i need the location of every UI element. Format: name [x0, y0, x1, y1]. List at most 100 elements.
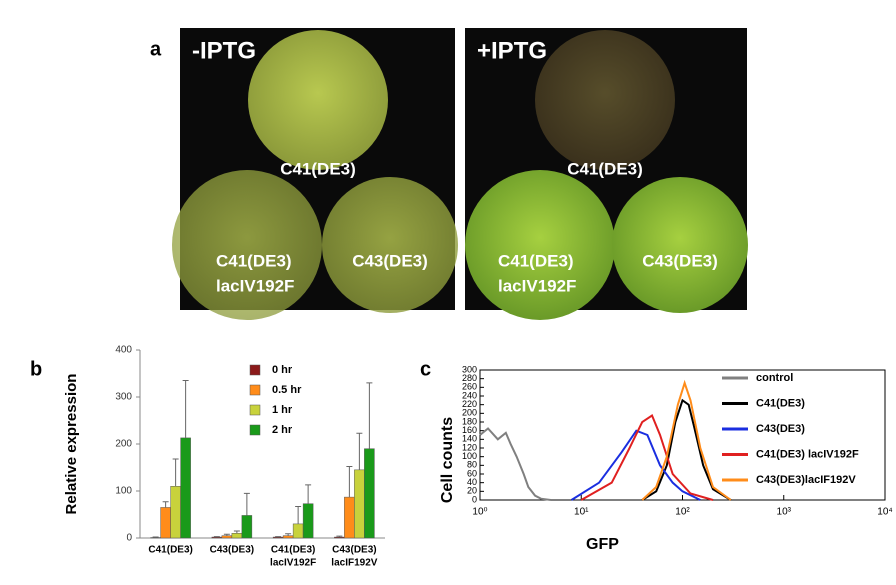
x-tick-label: C41(DE3) — [148, 545, 192, 556]
error-bar — [285, 533, 292, 536]
y-tick-label: 280 — [462, 373, 477, 383]
x-axis-label: GFP — [586, 536, 619, 553]
plate — [248, 30, 388, 170]
error-bar — [366, 382, 373, 449]
panel-label: c — [420, 358, 431, 380]
y-tick-label: 80 — [467, 460, 477, 470]
y-axis-label: Cell counts — [439, 417, 456, 503]
error-bar — [346, 466, 353, 498]
plate-label: lacIV192F — [216, 276, 294, 295]
y-tick-label: 40 — [467, 477, 477, 487]
y-tick-label: 260 — [462, 382, 477, 392]
bar — [302, 503, 314, 539]
bar — [211, 536, 223, 539]
bar — [364, 448, 375, 539]
y-axis-label: Relative expression — [63, 374, 80, 515]
legend-label: C41(DE3) lacIV192F — [756, 448, 859, 460]
error-bar — [182, 380, 189, 438]
error-bar — [223, 533, 230, 536]
y-tick-label: 160 — [462, 425, 477, 435]
x-tick-label: C41(DE3) — [271, 545, 315, 556]
bar — [272, 536, 284, 539]
plate-label: C43(DE3) — [642, 251, 718, 270]
y-tick-label: 300 — [115, 392, 132, 403]
series-line — [570, 429, 701, 501]
x-tick-label: 10¹ — [574, 507, 589, 518]
y-tick-label: 20 — [467, 486, 477, 496]
panel-label: b — [30, 358, 42, 380]
error-bar — [172, 458, 179, 487]
series-line — [580, 413, 714, 501]
bar — [354, 469, 365, 539]
legend-swatch — [249, 384, 261, 396]
x-tick-label: C43(DE3) — [210, 545, 254, 556]
y-tick-label: 0 — [472, 494, 477, 504]
plate-label: C43(DE3) — [352, 251, 428, 270]
legend-label: 0.5 hr — [272, 384, 302, 396]
error-bar — [162, 501, 169, 508]
y-tick-label: 200 — [462, 408, 477, 418]
bar — [170, 486, 181, 539]
bar — [241, 515, 253, 539]
bar — [180, 437, 191, 539]
bar — [282, 535, 294, 539]
bar — [334, 536, 345, 539]
y-tick-label: 220 — [462, 399, 477, 409]
bar — [221, 535, 233, 539]
y-tick-label: 300 — [462, 364, 477, 374]
plate-title: -IPTG — [192, 37, 256, 64]
bar — [344, 496, 355, 539]
legend-label: control — [756, 372, 793, 384]
x-tick-label: 10⁰ — [472, 507, 487, 518]
y-tick-label: 100 — [115, 486, 132, 497]
x-tick-label: lacIF192V — [331, 558, 377, 569]
x-tick-label: C43(DE3) — [332, 545, 376, 556]
plate — [612, 177, 748, 313]
bar — [231, 533, 243, 539]
y-tick-label: 100 — [462, 451, 477, 461]
y-tick-label: 120 — [462, 442, 477, 452]
legend-swatch — [249, 404, 261, 416]
y-tick-label: 240 — [462, 390, 477, 400]
x-tick-label: 10⁴ — [877, 507, 892, 518]
legend-label: C43(DE3) — [756, 423, 805, 435]
legend-label: 2 hr — [272, 424, 293, 436]
x-tick-label: 10³ — [777, 507, 792, 518]
legend-label: C43(DE3)lacIF192V — [756, 474, 856, 486]
panel-label: a — [150, 38, 162, 60]
series-line — [479, 427, 551, 501]
y-tick-label: 0 — [126, 533, 132, 544]
plate-label: lacIV192F — [498, 276, 576, 295]
plate — [535, 30, 675, 170]
legend-swatch — [249, 424, 261, 436]
error-bar — [233, 530, 240, 534]
bar — [292, 523, 304, 539]
y-tick-label: 200 — [115, 439, 132, 450]
series-line — [641, 379, 732, 501]
x-tick-label: lacIV192F — [270, 558, 316, 569]
y-tick-label: 140 — [462, 434, 477, 444]
y-tick-label: 180 — [462, 416, 477, 426]
error-bar — [336, 535, 343, 538]
plate — [322, 177, 458, 313]
error-bar — [295, 506, 302, 524]
plate-panel: -IPTG C41(DE3) C41(DE3) lacIV192F C43(DE… — [172, 28, 458, 320]
legend-label: C41(DE3) — [756, 397, 805, 409]
y-tick-label: 60 — [467, 468, 477, 478]
legend-label: 0 hr — [272, 364, 293, 376]
plate-label: C41(DE3) — [567, 159, 643, 178]
series-line — [641, 398, 732, 501]
plate — [172, 170, 322, 320]
plate-label: C41(DE3) — [280, 159, 356, 178]
plate — [465, 170, 615, 320]
plate-panel: +IPTG C41(DE3) C41(DE3) lacIV192F C43(DE… — [465, 28, 748, 320]
error-bar — [305, 484, 312, 504]
plate-title: +IPTG — [477, 37, 547, 64]
y-tick-label: 400 — [115, 345, 132, 356]
bar — [160, 507, 171, 539]
error-bar — [356, 432, 363, 470]
legend-label: 1 hr — [272, 404, 293, 416]
plate-label: C41(DE3) — [216, 251, 292, 270]
legend-swatch — [249, 364, 261, 376]
